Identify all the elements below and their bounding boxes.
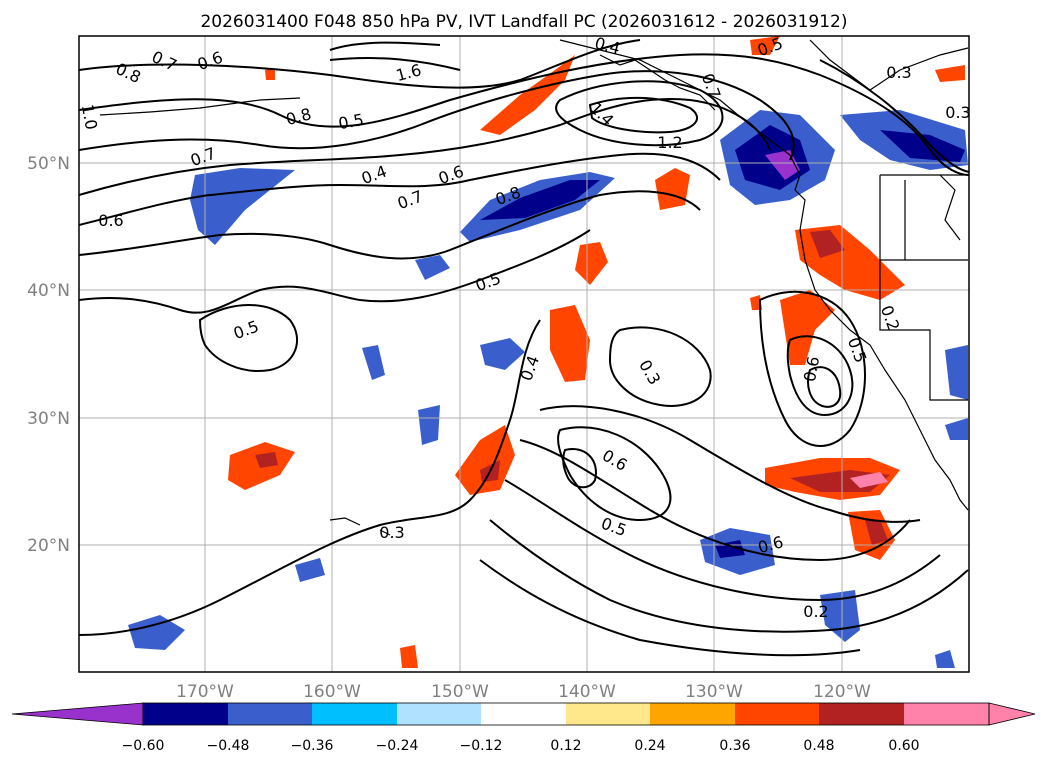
negative-anomaly-shading bbox=[128, 110, 968, 668]
longitude-labels: 170°W 160°W 150°W 140°W 130°W 120°W bbox=[176, 682, 871, 702]
colorbar-tick: −0.36 bbox=[291, 738, 334, 754]
lon-label: 140°W bbox=[558, 682, 616, 702]
lon-label: 150°W bbox=[431, 682, 489, 702]
map-panel: 0.8 0.7 0.6 0.8 0.5 0.7 0.4 0.7 0.6 0.8 … bbox=[78, 33, 971, 673]
colorbar-bin bbox=[228, 703, 312, 725]
lon-label: 130°W bbox=[685, 682, 743, 702]
colorbar-bin bbox=[735, 703, 819, 725]
lat-label: 40°N bbox=[27, 281, 70, 301]
colorbar-extend-high bbox=[988, 702, 1036, 726]
colorbar-bin bbox=[904, 703, 989, 725]
contour-label: 0.5 bbox=[337, 110, 365, 133]
map-frame bbox=[78, 35, 970, 673]
colorbar-tick: 0.12 bbox=[550, 738, 581, 754]
colorbar-bin bbox=[481, 703, 566, 725]
contour-label: 0.3 bbox=[379, 523, 404, 542]
positive-anomaly-shading bbox=[228, 36, 965, 668]
colorbar-bin bbox=[650, 703, 735, 725]
lon-label: 120°W bbox=[813, 682, 871, 702]
colorbar-bin bbox=[566, 703, 650, 725]
contour-label: 0.3 bbox=[886, 63, 911, 82]
contour-label: 1.2 bbox=[657, 133, 682, 152]
lat-label: 30°N bbox=[27, 409, 70, 429]
colorbar-tick: −0.60 bbox=[122, 738, 165, 754]
lon-label: 160°W bbox=[303, 682, 361, 702]
contour-label: 0.2 bbox=[803, 602, 828, 621]
contour-label: 1.0 bbox=[78, 103, 101, 131]
colorbar-tick: 0.36 bbox=[719, 738, 750, 754]
colorbar: −0.60 −0.48 −0.36 −0.24 −0.12 0.12 0.24 … bbox=[11, 702, 1036, 754]
colorbar-tick: −0.12 bbox=[460, 738, 503, 754]
colorbar-bin bbox=[397, 703, 481, 725]
lat-label: 20°N bbox=[27, 536, 70, 556]
pv-contours bbox=[78, 39, 970, 657]
gridlines bbox=[79, 36, 969, 672]
colorbar-tick: 0.60 bbox=[888, 738, 919, 754]
colorbar-tick: 0.48 bbox=[803, 738, 834, 754]
colorbar-tick: 0.24 bbox=[634, 738, 665, 754]
colorbar-bin bbox=[312, 703, 397, 725]
contour-label: 0.6 bbox=[98, 211, 123, 230]
latitude-labels: 50°N 40°N 30°N 20°N bbox=[27, 154, 70, 556]
lon-label: 170°W bbox=[176, 682, 234, 702]
colorbar-extend-low bbox=[11, 702, 144, 726]
colorbar-bin bbox=[143, 703, 228, 725]
contour-label: 0.3 bbox=[945, 103, 970, 122]
colorbar-bin bbox=[819, 703, 904, 725]
lat-label: 50°N bbox=[27, 154, 70, 174]
coastlines bbox=[99, 39, 969, 536]
chart-title: 2026031400 F048 850 hPa PV, IVT Landfall… bbox=[200, 12, 847, 32]
contour-label: 0.6 bbox=[800, 355, 823, 383]
colorbar-tick: −0.48 bbox=[207, 738, 250, 754]
colorbar-tick: −0.24 bbox=[376, 738, 419, 754]
